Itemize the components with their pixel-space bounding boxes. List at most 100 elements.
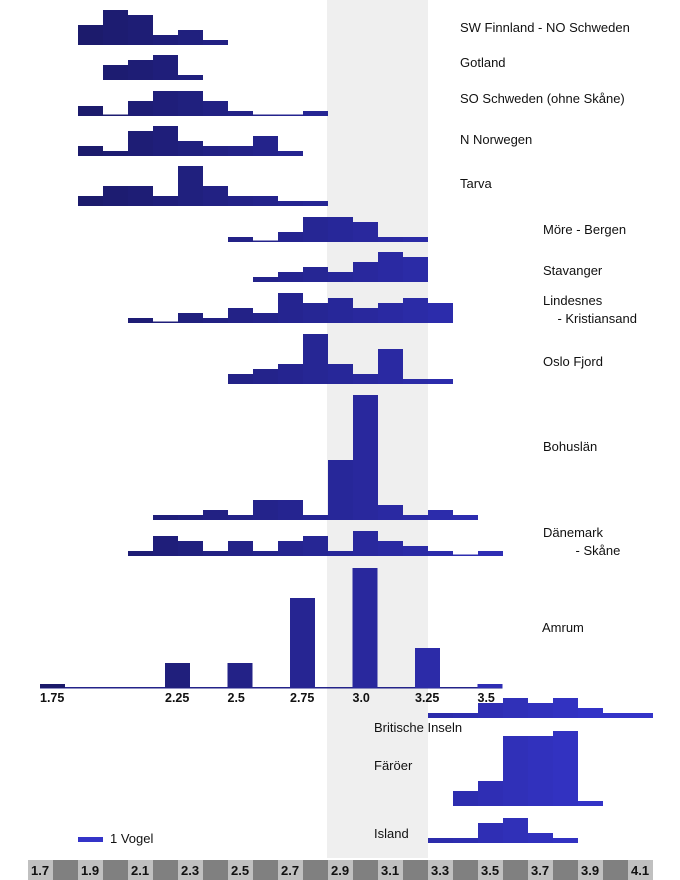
bar	[453, 713, 478, 718]
bar	[303, 536, 328, 556]
series-8	[228, 334, 453, 384]
bar	[278, 364, 303, 384]
bar	[378, 541, 403, 556]
bar	[228, 146, 253, 156]
axis-cell	[453, 860, 478, 880]
axis-cell	[228, 860, 253, 880]
x-tick-label: 3.9	[581, 863, 599, 878]
series-3	[78, 126, 303, 156]
bar	[403, 298, 428, 323]
bar	[278, 293, 303, 323]
bar	[478, 781, 503, 806]
bar	[153, 321, 178, 323]
bar	[203, 318, 228, 323]
legend-swatch	[78, 837, 103, 842]
bar	[303, 267, 328, 282]
axis-cell	[478, 860, 503, 880]
axis-cell	[128, 860, 153, 880]
bar	[153, 126, 178, 156]
x-tick-label: 2.5	[231, 863, 249, 878]
bar	[78, 25, 103, 45]
bar	[328, 217, 353, 242]
axis-cell	[553, 860, 578, 880]
bar	[328, 460, 353, 520]
axis-cell	[403, 860, 428, 880]
bar	[203, 186, 228, 206]
axis-cell	[278, 860, 303, 880]
bar	[528, 703, 553, 718]
x-tick-label: 3.7	[531, 863, 549, 878]
bar	[353, 222, 378, 242]
series-label: Stavanger	[543, 263, 603, 278]
bar	[403, 237, 428, 242]
x-tick-label: 2.3	[181, 863, 199, 878]
bar	[553, 731, 578, 806]
bar	[353, 531, 378, 556]
bar	[153, 91, 178, 116]
x-tick-label: 3.1	[381, 863, 399, 878]
bar	[203, 551, 228, 556]
x-tick-label: 4.1	[631, 863, 649, 878]
bar	[403, 257, 428, 282]
axis-cell	[503, 860, 528, 880]
bar	[78, 146, 103, 156]
bar	[78, 196, 103, 206]
bar	[178, 515, 203, 520]
bar	[603, 713, 628, 718]
axis-cell	[353, 860, 378, 880]
bar	[303, 334, 328, 384]
bar	[303, 217, 328, 242]
bar	[128, 131, 153, 156]
series-label-amrum: Amrum	[542, 620, 584, 635]
bar	[453, 791, 478, 806]
bar	[353, 308, 378, 323]
bar	[428, 510, 453, 520]
bar	[253, 369, 278, 384]
bar	[478, 703, 503, 718]
bar	[503, 736, 528, 806]
bar	[378, 349, 403, 384]
bar	[503, 818, 528, 843]
x-tick-label: 1.7	[31, 863, 49, 878]
bar	[303, 303, 328, 323]
axis-cell	[378, 860, 403, 880]
amrum-tick-label: 2.25	[165, 691, 189, 705]
bar	[228, 111, 253, 116]
bar	[128, 60, 153, 80]
bar	[103, 10, 128, 45]
series-label: N Norwegen	[460, 132, 533, 147]
amrum-tick-label: 3.25	[415, 691, 439, 705]
series-label: Färöer	[374, 758, 413, 773]
series-9	[153, 395, 478, 520]
bar	[228, 515, 253, 520]
bar	[178, 313, 203, 323]
bar	[103, 186, 128, 206]
bar	[553, 838, 578, 843]
bar	[328, 551, 353, 556]
x-axis: 1.7 1.9 2.1 2.3 2.5 2.7 2.9 3.1 3.3 3.5 3.7 3.9 4.1	[28, 860, 653, 880]
amrum-bar	[227, 663, 253, 688]
amrum-bar	[415, 648, 440, 688]
bar	[128, 101, 153, 116]
axis-cell	[103, 860, 128, 880]
x-tick-label: 2.7	[281, 863, 299, 878]
bar	[103, 114, 128, 116]
bar	[228, 237, 253, 242]
series-label: Tarva	[460, 176, 492, 191]
bar	[403, 546, 428, 556]
bar	[553, 698, 578, 718]
axis-cell	[603, 860, 628, 880]
bar	[403, 515, 428, 520]
legend-label: 1 Vogel	[110, 831, 154, 846]
x-tick-label: 3.3	[431, 863, 449, 878]
bar	[253, 500, 278, 520]
bar	[253, 196, 278, 206]
series-0	[78, 10, 228, 45]
axis-cell	[178, 860, 203, 880]
bar	[203, 146, 228, 156]
series-4	[78, 166, 328, 206]
x-tick-label: 3.5	[481, 863, 499, 878]
axis-cell	[153, 860, 178, 880]
bar	[178, 166, 203, 206]
